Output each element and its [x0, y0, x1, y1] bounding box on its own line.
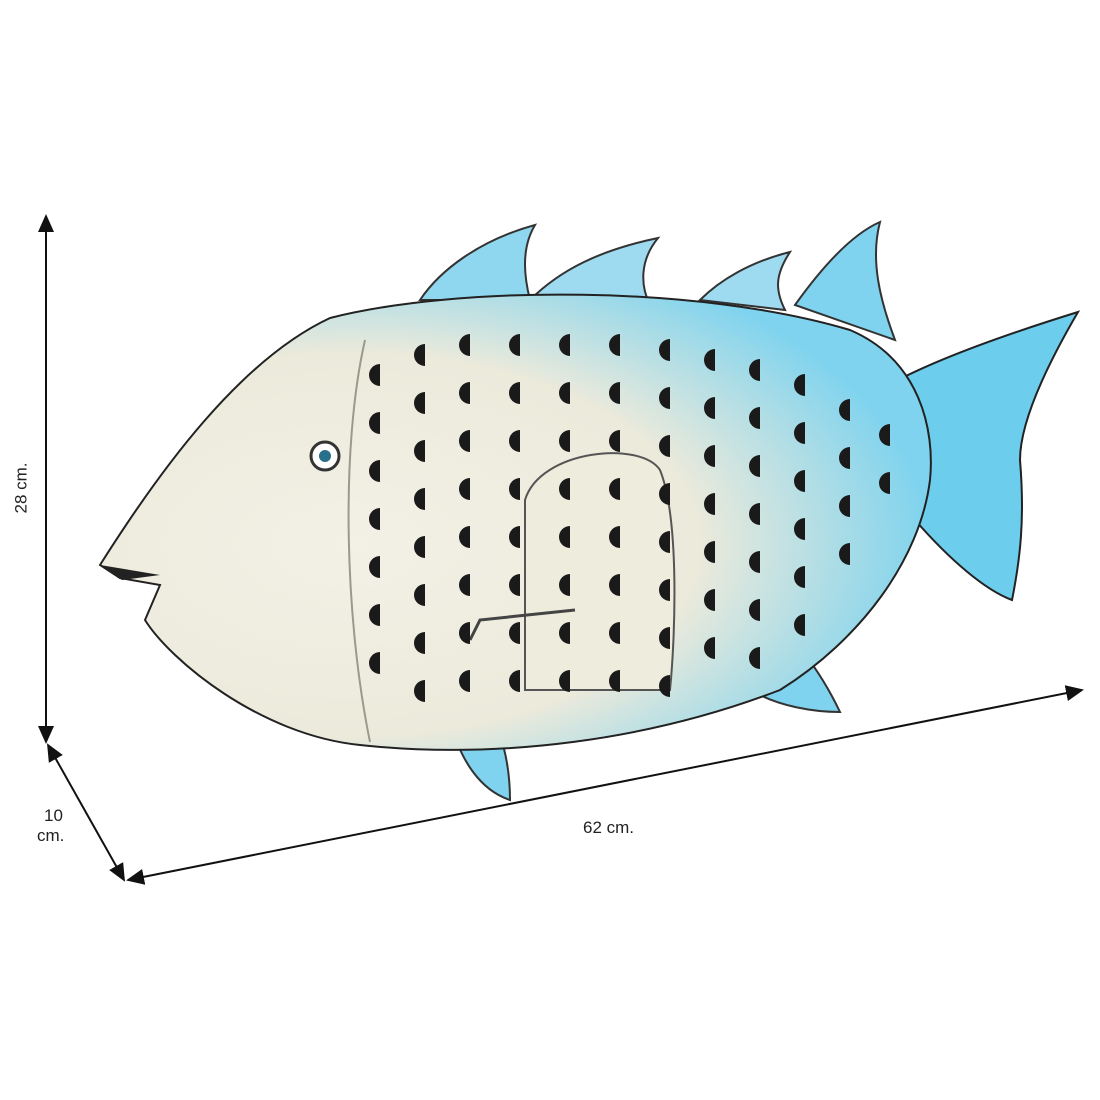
perforation-hole	[459, 430, 470, 452]
perforation-hole	[794, 422, 805, 444]
perforation-hole	[369, 604, 380, 626]
perforation-hole	[659, 531, 670, 553]
perforation-hole	[369, 556, 380, 578]
perforation-hole	[659, 387, 670, 409]
perforation-hole	[839, 495, 850, 517]
perforation-hole	[509, 622, 520, 644]
perforation-hole	[659, 483, 670, 505]
perforation-hole	[749, 455, 760, 477]
dorsal-fin	[697, 250, 793, 312]
perforation-hole	[609, 526, 620, 548]
perforation-hole	[414, 440, 425, 462]
perforation-hole	[559, 382, 570, 404]
perforation-hole	[509, 430, 520, 452]
perforation-hole	[609, 622, 620, 644]
perforation-hole	[559, 430, 570, 452]
perforation-hole	[414, 392, 425, 414]
perforation-hole	[704, 637, 715, 659]
perforation-hole	[509, 526, 520, 548]
perforation-hole	[559, 574, 570, 596]
height-label: 28 cm.	[11, 462, 31, 514]
perforation-hole	[609, 574, 620, 596]
perforation-hole	[659, 627, 670, 649]
perforation-hole	[749, 503, 760, 525]
perforation-hole	[414, 488, 425, 510]
perforation-hole	[509, 334, 520, 356]
perforation-hole	[414, 344, 425, 366]
depth-dimension-line	[47, 743, 125, 882]
perforation-hole	[749, 551, 760, 573]
perforation-hole	[369, 412, 380, 434]
perforation-hole	[414, 632, 425, 654]
perforation-hole	[459, 382, 470, 404]
perforation-hole	[559, 478, 570, 500]
perforation-hole	[794, 614, 805, 636]
perforation-hole	[794, 566, 805, 588]
perforation-hole	[659, 435, 670, 457]
perforation-hole	[369, 460, 380, 482]
perforation-hole	[794, 518, 805, 540]
fish-door	[524, 452, 676, 691]
perforation-hole	[509, 478, 520, 500]
perforation-holes	[369, 334, 890, 702]
perforation-hole	[704, 397, 715, 419]
perforation-hole	[704, 589, 715, 611]
perforation-hole	[414, 536, 425, 558]
perforation-hole	[879, 424, 890, 446]
perforation-hole	[794, 374, 805, 396]
dorsal-fin	[793, 220, 897, 342]
perforation-hole	[509, 382, 520, 404]
depth-label-number: 10	[44, 806, 63, 825]
perforation-hole	[459, 478, 470, 500]
perforation-hole	[704, 541, 715, 563]
perforation-hole	[839, 543, 850, 565]
length-dimension-line	[126, 685, 1084, 885]
perforation-hole	[749, 647, 760, 669]
perforation-hole	[559, 526, 570, 548]
perforation-hole	[794, 470, 805, 492]
perforation-hole	[559, 622, 570, 644]
dorsal-fin	[418, 223, 538, 301]
perforation-hole	[609, 430, 620, 452]
perforation-hole	[509, 574, 520, 596]
perforation-hole	[459, 526, 470, 548]
perforation-hole	[749, 599, 760, 621]
perforation-hole	[414, 584, 425, 606]
length-label: 62 cm.	[583, 818, 635, 837]
perforation-hole	[459, 334, 470, 356]
perforation-hole	[839, 447, 850, 469]
perforation-hole	[609, 382, 620, 404]
door-latch	[468, 608, 576, 641]
perforation-hole	[749, 407, 760, 429]
perforation-hole	[839, 399, 850, 421]
perforation-hole	[749, 359, 760, 381]
perforation-hole	[879, 472, 890, 494]
fish-mouth	[100, 565, 160, 580]
perforation-hole	[559, 334, 570, 356]
perforation-hole	[369, 364, 380, 386]
fish-tail	[878, 310, 1081, 602]
perforation-hole	[609, 478, 620, 500]
perforation-hole	[704, 493, 715, 515]
perforation-hole	[659, 339, 670, 361]
perforation-hole	[459, 574, 470, 596]
perforation-hole	[704, 349, 715, 371]
depth-label-unit: cm.	[37, 826, 65, 845]
perforation-hole	[659, 579, 670, 601]
perforation-hole	[369, 652, 380, 674]
perforation-hole	[459, 622, 470, 644]
perforation-hole	[369, 508, 380, 530]
dorsal-fin	[527, 236, 661, 307]
perforation-hole	[609, 334, 620, 356]
perforation-hole	[704, 445, 715, 467]
